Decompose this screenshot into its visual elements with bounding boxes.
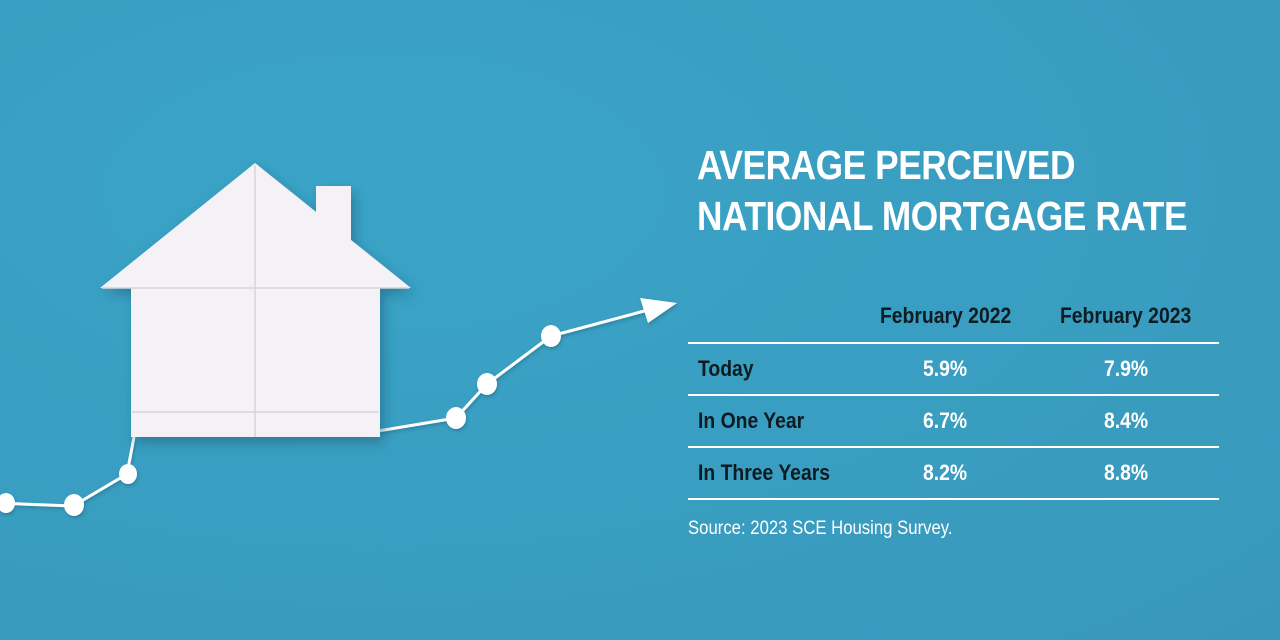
row-label-one-year: In One Year: [698, 408, 805, 433]
house-and-trend-illustration: [0, 163, 677, 516]
trend-line-icon: [0, 298, 677, 516]
table-row: In Three Years 8.2% 8.8%: [688, 446, 1219, 500]
table-row: In One Year 6.7% 8.4%: [688, 394, 1219, 446]
column-header-feb-2022: February 2022: [879, 303, 1012, 328]
title-line-2: NATIONAL MORTGAGE RATE: [697, 193, 1188, 239]
mortgage-rate-table: February 2022 February 2023 Today 5.9% 7…: [688, 290, 1219, 500]
title-line-1: AVERAGE PERCEIVED: [697, 142, 1076, 188]
source-note: Source: 2023 SCE Housing Survey.: [688, 518, 953, 539]
house-seams: [102, 165, 409, 437]
value-three-years-2023: 8.8%: [1103, 460, 1149, 485]
table-row: Today 5.9% 7.9%: [688, 342, 1219, 394]
value-today-2023: 7.9%: [1103, 356, 1149, 381]
row-label-three-years: In Three Years: [698, 460, 831, 485]
value-one-year-2023: 8.4%: [1103, 408, 1149, 433]
value-today-2022: 5.9%: [923, 356, 968, 381]
page-title: AVERAGE PERCEIVED NATIONAL MORTGAGE RATE: [697, 140, 1187, 242]
column-header-feb-2023: February 2023: [1060, 303, 1192, 328]
row-label-today: Today: [698, 356, 754, 381]
table-header-row: February 2022 February 2023: [688, 290, 1219, 342]
value-three-years-2022: 8.2%: [923, 460, 968, 485]
value-one-year-2022: 6.7%: [923, 408, 968, 433]
